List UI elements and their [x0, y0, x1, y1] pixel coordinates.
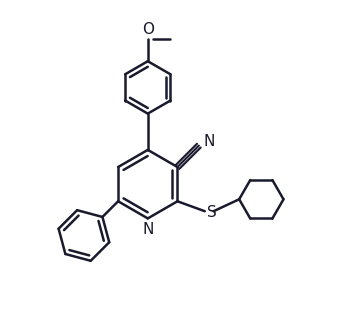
Text: N: N [142, 222, 153, 236]
Text: S: S [207, 205, 216, 219]
Text: O: O [142, 22, 154, 37]
Text: N: N [204, 134, 215, 149]
